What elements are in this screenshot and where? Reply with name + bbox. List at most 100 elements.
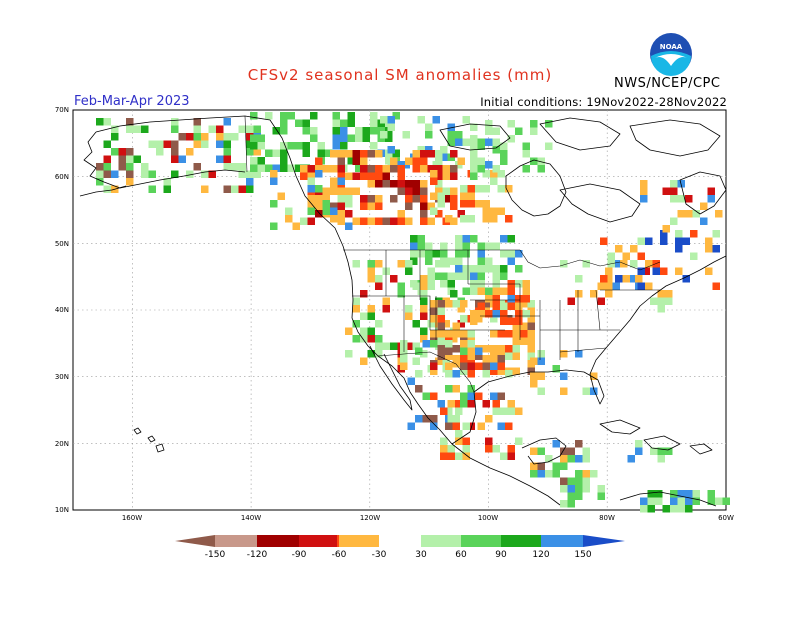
anomaly-cell — [670, 505, 678, 513]
anomaly-cell — [670, 497, 678, 505]
anomaly-cell — [337, 177, 345, 185]
lon-label-120w: 120W — [360, 514, 380, 522]
anomaly-cell — [362, 127, 370, 135]
political-borders — [244, 115, 661, 393]
anomaly-cell — [530, 462, 538, 470]
anomaly-cell — [382, 342, 390, 350]
anomaly-cell — [186, 133, 194, 141]
anomaly-cell — [367, 202, 375, 210]
anomaly-cell — [520, 330, 528, 338]
anomaly-cell — [475, 185, 483, 193]
anomaly-cell — [420, 180, 428, 188]
anomaly-cell — [171, 148, 179, 156]
anomaly-cell — [520, 300, 528, 308]
anomaly-cell — [285, 215, 293, 223]
anomaly-cell — [360, 327, 368, 335]
anomaly-cell — [437, 192, 445, 200]
anomaly-cell — [705, 237, 713, 245]
anomaly-cell — [477, 242, 485, 250]
anomaly-cell — [482, 185, 490, 193]
anomaly-cell — [485, 415, 493, 423]
anomaly-cell — [163, 140, 171, 148]
anomaly-cell — [497, 185, 505, 193]
anomaly-cell — [435, 172, 443, 180]
anomaly-cell — [295, 142, 303, 150]
anomaly-cell — [470, 310, 478, 318]
anomaly-cell — [637, 282, 645, 290]
anomaly-cell — [253, 148, 261, 156]
anomaly-cell — [437, 352, 445, 360]
anomaly-cell — [422, 415, 430, 423]
anomaly-cell — [307, 207, 315, 215]
anomaly-cell — [462, 422, 470, 430]
anomaly-cell — [141, 125, 149, 133]
lat-label-60n: 60N — [55, 173, 69, 181]
anomaly-cell — [492, 272, 500, 280]
anomaly-cell — [685, 497, 693, 505]
anomaly-cell — [375, 342, 383, 350]
anomaly-cell — [430, 330, 438, 338]
anomaly-cell — [650, 297, 658, 305]
anomaly-cell — [292, 222, 300, 230]
anomaly-cell — [477, 250, 485, 258]
anomaly-cell — [690, 230, 698, 238]
lat-label-50n: 50N — [55, 240, 69, 248]
anomaly-cell — [427, 217, 435, 225]
anomaly-cell — [560, 447, 568, 455]
anomaly-cell — [467, 385, 475, 393]
anomaly-cell — [417, 146, 425, 154]
anomaly-cell — [367, 312, 375, 320]
lon-label-140w: 140W — [241, 514, 261, 522]
anomaly-cell — [417, 242, 425, 250]
anomaly-cell — [530, 470, 538, 478]
anomaly-cell — [96, 118, 104, 126]
anomaly-cell — [490, 345, 498, 353]
anomaly-cell — [485, 287, 493, 295]
anomaly-cell — [515, 265, 523, 273]
anomaly-cell — [103, 170, 111, 178]
anomaly-cell — [445, 215, 453, 223]
anomaly-cell — [560, 485, 568, 493]
anomaly-cell — [507, 287, 515, 295]
anomaly-cell — [452, 322, 460, 330]
anomaly-cell — [467, 185, 475, 193]
anomaly-cell — [522, 287, 530, 295]
anomaly-cell — [640, 195, 648, 203]
colorbar-label-m30: -30 — [372, 550, 387, 560]
anomaly-cell — [440, 153, 448, 161]
anomaly-cell — [497, 207, 505, 215]
anomaly-cell — [163, 185, 171, 193]
anomaly-cell — [582, 260, 590, 268]
anomaly-cell — [700, 217, 708, 225]
anomaly-cell — [457, 157, 465, 165]
anomaly-cell — [490, 352, 498, 360]
anomaly-cell — [420, 305, 428, 313]
anomaly-cell — [367, 195, 375, 203]
anomaly-cell — [430, 207, 438, 215]
anomaly-cell — [500, 150, 508, 158]
anomaly-cell — [477, 302, 485, 310]
anomaly-cell — [560, 477, 568, 485]
anomaly-cell — [645, 282, 653, 290]
anomaly-cell — [367, 150, 375, 158]
anomaly-cell — [505, 352, 513, 360]
anomaly-cell — [337, 195, 345, 203]
anomaly-cell — [477, 265, 485, 273]
anomaly-cell — [505, 422, 513, 430]
anomaly-cell — [253, 170, 261, 178]
anomaly-cell — [315, 210, 323, 218]
anomaly-cell — [500, 310, 508, 318]
anomaly-cell — [430, 392, 438, 400]
anomaly-cell — [367, 217, 375, 225]
anomaly-cell — [470, 135, 478, 143]
anomaly-cell — [475, 392, 483, 400]
anomaly-cell — [382, 217, 390, 225]
colorbar-box-9 — [501, 535, 541, 547]
anomaly-cell — [467, 422, 475, 430]
anomaly-cell — [477, 142, 485, 150]
anomaly-cell — [490, 315, 498, 323]
anomaly-cell — [380, 116, 388, 124]
anomaly-cell — [682, 237, 690, 245]
anomaly-cell — [475, 315, 483, 323]
anomaly-cell — [492, 265, 500, 273]
